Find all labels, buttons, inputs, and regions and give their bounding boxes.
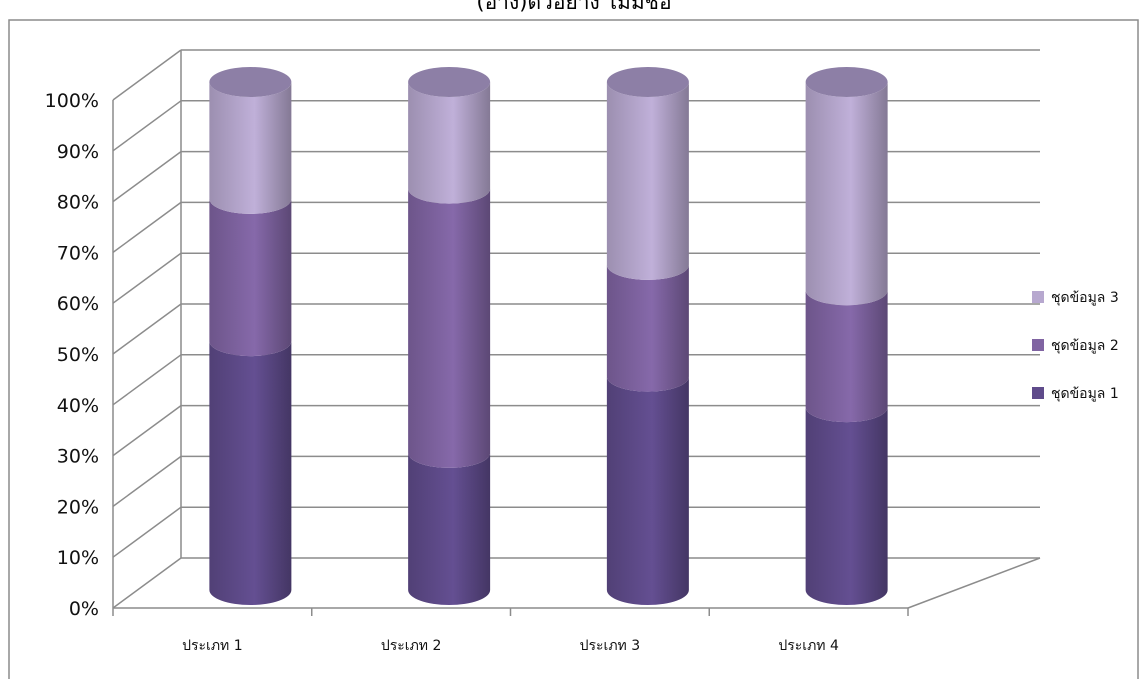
legend-label: ชุดข้อมูล 3: [1051, 290, 1119, 306]
bar-layer: [209, 67, 888, 606]
y-tick-label: 80%: [57, 192, 99, 214]
bar-cap: [408, 67, 491, 97]
bar-segment-3-2: [606, 264, 689, 392]
bar-segment-1-1: [209, 341, 292, 606]
floor-edge: [907, 557, 1041, 609]
legend-label: ชุดข้อมูล 1: [1051, 386, 1119, 402]
legend-swatch: [1032, 291, 1044, 303]
y-tick-label: 50%: [57, 344, 99, 366]
legend-label: ชุดข้อมูล 2: [1051, 338, 1119, 354]
gridline-diagonal: [112, 557, 182, 609]
gridline-diagonal: [112, 404, 182, 457]
x-tick-label: ประเภท 1: [182, 638, 243, 654]
gridline-diagonal: [112, 303, 182, 355]
bar-segment-4-2: [805, 290, 888, 423]
bar-segment-2-2: [408, 188, 491, 468]
gridline-diagonal: [112, 455, 182, 508]
x-tick-label: ประเภท 2: [381, 638, 442, 654]
legend-swatch: [1032, 387, 1044, 399]
bar-segment-1-3: [209, 82, 292, 214]
y-tick-label: 40%: [57, 395, 99, 417]
y-tick-label: 30%: [57, 446, 99, 468]
bar-cap: [805, 67, 888, 97]
y-tick-label: 20%: [57, 496, 99, 518]
gridline-diagonal: [112, 354, 182, 406]
gridline-diagonal: [112, 201, 182, 254]
x-tick-label: ประเภท 4: [778, 638, 839, 654]
gridline-diagonal: [112, 49, 182, 101]
gridline-diagonal: [112, 100, 182, 152]
y-tick-label: 100%: [45, 90, 99, 112]
bar-segment-3-1: [606, 376, 689, 606]
bar-segment-4-3: [805, 82, 888, 306]
chart-title: (อ้าง)ตัวอย่าง ไม่มีชื่อ: [476, 0, 672, 14]
bar-segment-2-1: [408, 452, 491, 606]
bar-segment-1-2: [209, 198, 292, 357]
bar-cap: [209, 67, 292, 97]
y-tick-label: 70%: [57, 242, 99, 264]
bar-segment-3-3: [606, 82, 689, 280]
plot-border: [8, 19, 1139, 679]
x-tick-label: ประเภท 3: [580, 638, 641, 654]
y-tick-label: 60%: [57, 293, 99, 315]
y-tick-label: 90%: [57, 141, 99, 163]
legend-layer: ชุดข้อมูล 3 ชุดข้อมูล 2 ชุดข้อมูล 1: [1032, 290, 1119, 402]
axis-layer: 0% 10% 20% 30% 40% 50% 60% 70% 80% 90% 100% ประเภท …: [45, 90, 909, 654]
y-tick-label: 0%: [69, 598, 99, 620]
bar-segment-2-3: [408, 82, 491, 204]
y-tick-label: 10%: [57, 547, 99, 569]
gridline-diagonal: [112, 252, 182, 304]
gridline-diagonal: [112, 506, 182, 558]
bar-segment-4-1: [805, 407, 888, 606]
gridline-diagonal: [112, 150, 182, 203]
bar-cap: [606, 67, 689, 97]
legend-swatch: [1032, 339, 1044, 351]
